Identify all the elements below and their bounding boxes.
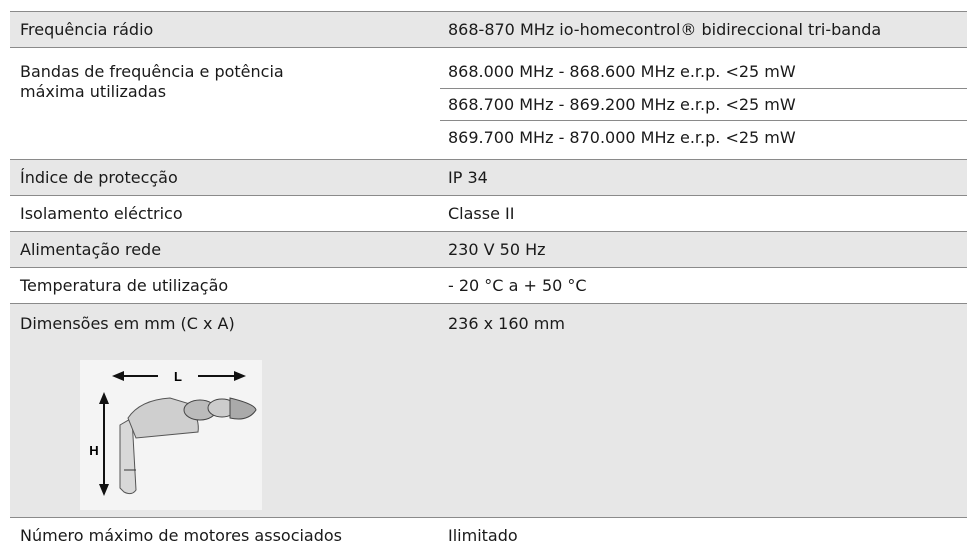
cell: Dimensões em mm (C x A): [20, 314, 235, 333]
table-row: Dimensões em mm (C x A) 236 x 160 mm L H: [10, 303, 967, 517]
cell: - 20 °C a + 50 °C: [448, 276, 587, 295]
cell: 868-870 MHz io-homecontrol® bidirecciona…: [448, 20, 882, 39]
cell: IP 34: [448, 168, 488, 187]
figure-label: L: [174, 369, 182, 384]
cell: Ilimitado: [448, 526, 518, 545]
arrow-head: [99, 392, 109, 404]
device-cup: [229, 397, 257, 420]
cell: 230 V 50 Hz: [448, 240, 546, 259]
arrow-head: [112, 371, 124, 381]
cell: Alimentação rede: [20, 240, 162, 259]
cell: 236 x 160 mm: [448, 314, 565, 333]
device-wall: [119, 417, 137, 495]
dimension-figure: L H: [80, 360, 262, 510]
cell: 868.000 MHz - 868.600 MHz e.r.p. <25 mW: [448, 62, 796, 81]
divider: [440, 120, 967, 121]
cell: Isolamento eléctrico: [20, 204, 183, 223]
cell: Índice de protecção: [20, 168, 178, 187]
table-row: Índice de protecção IP 34: [10, 159, 967, 195]
arrow-head: [234, 371, 246, 381]
table-row: Número máximo de motores associados Ilim…: [10, 517, 967, 553]
cell: Classe II: [448, 204, 515, 223]
table-row: Frequência rádio 868-870 MHz io-homecont…: [10, 11, 967, 47]
cell: Frequência rádio: [20, 20, 154, 39]
cell: Temperatura de utilização: [20, 276, 229, 295]
cell: 868.700 MHz - 869.200 MHz e.r.p. <25 mW: [448, 95, 796, 114]
table-row: Alimentação rede 230 V 50 Hz: [10, 231, 967, 267]
cell: Número máximo de motores associados: [20, 526, 343, 545]
cell: 869.700 MHz - 870.000 MHz e.r.p. <25 mW: [448, 128, 796, 147]
figure-label: H: [89, 443, 98, 458]
table-row: Bandas de frequência e potência máxima u…: [10, 47, 967, 159]
table-row: Isolamento eléctrico Classe II: [10, 195, 967, 231]
arrow-head: [99, 484, 109, 496]
table-row: Temperatura de utilização - 20 °C a + 50…: [10, 267, 967, 303]
cell: Bandas de frequência e potência máxima u…: [20, 62, 284, 101]
divider: [440, 88, 967, 89]
